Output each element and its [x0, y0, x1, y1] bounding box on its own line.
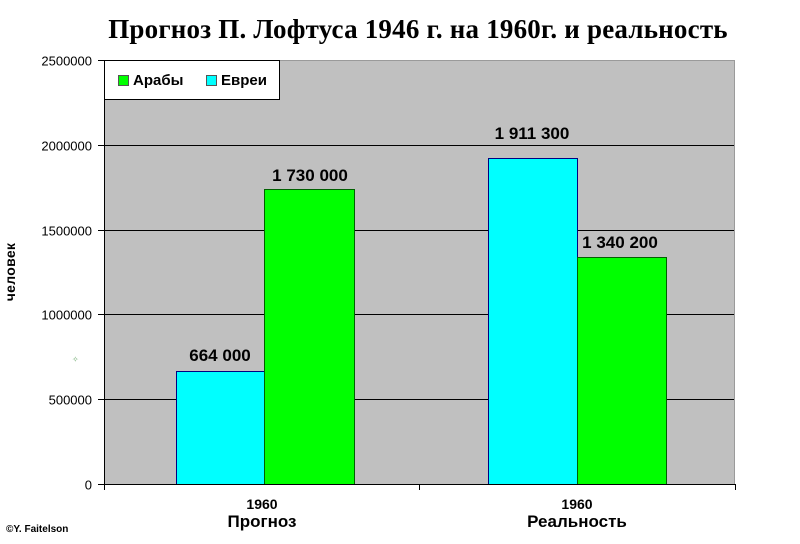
y-tick: [98, 60, 104, 61]
chart-title: Прогноз П. Лофтуса 1946 г. на 1960г. и р…: [108, 14, 728, 44]
legend-swatch-jews-icon: [206, 75, 217, 86]
y-tick: [98, 314, 104, 315]
bar-reality-jews: [488, 158, 578, 484]
category-year: 1960: [246, 496, 278, 512]
y-tick-label: 0: [84, 477, 92, 493]
data-label-reality-arabs: 1 340 200: [582, 233, 658, 252]
y-tick-label: 1500000: [41, 223, 92, 239]
category-year: 1960: [561, 496, 593, 512]
legend-item-jews: Евреи: [206, 72, 267, 89]
y-tick-label: 2500000: [41, 53, 92, 69]
data-label-reality-jews: 1 911 300: [494, 124, 570, 143]
gridline-1500000: [105, 230, 734, 231]
gridline-500000: [105, 399, 734, 400]
y-tick-label: 2000000: [41, 138, 92, 154]
legend-label-arabs: Арабы: [133, 72, 184, 89]
data-label-forecast-arabs: 1 730 000: [272, 166, 348, 185]
bar-forecast-arabs: [264, 189, 355, 484]
bar-forecast-jews: [176, 371, 265, 484]
y-tick: [98, 484, 104, 485]
y-tick: [98, 145, 104, 146]
legend-swatch-arabs-icon: [118, 75, 129, 86]
data-label-forecast-jews: 664 000: [189, 346, 251, 365]
x-axis-line: [104, 484, 736, 485]
gridline-2000000: [105, 145, 734, 146]
x-tick: [104, 484, 105, 490]
stray-mark-icon: ✧: [72, 355, 79, 364]
y-tick: [98, 399, 104, 400]
x-tick: [735, 484, 736, 490]
x-tick: [419, 484, 420, 490]
y-tick: [98, 230, 104, 231]
category-label-forecast: 1960 Прогноз: [228, 496, 297, 532]
gridline-1000000: [105, 314, 734, 315]
category-name: Прогноз: [227, 512, 297, 531]
copyright-note: ©Y. Faitelson: [6, 524, 69, 535]
y-axis-title: человек: [2, 242, 18, 302]
legend: Арабы Евреи: [104, 60, 280, 100]
category-name: Реальность: [527, 512, 627, 531]
y-tick-label: 500000: [48, 392, 92, 408]
category-label-reality: 1960 Реальность: [527, 496, 627, 532]
legend-label-jews: Евреи: [221, 72, 267, 89]
y-axis-line: [104, 60, 105, 485]
bar-reality-arabs: [577, 257, 667, 484]
legend-item-arabs: Арабы: [118, 72, 183, 89]
y-tick-label: 1000000: [41, 307, 92, 323]
